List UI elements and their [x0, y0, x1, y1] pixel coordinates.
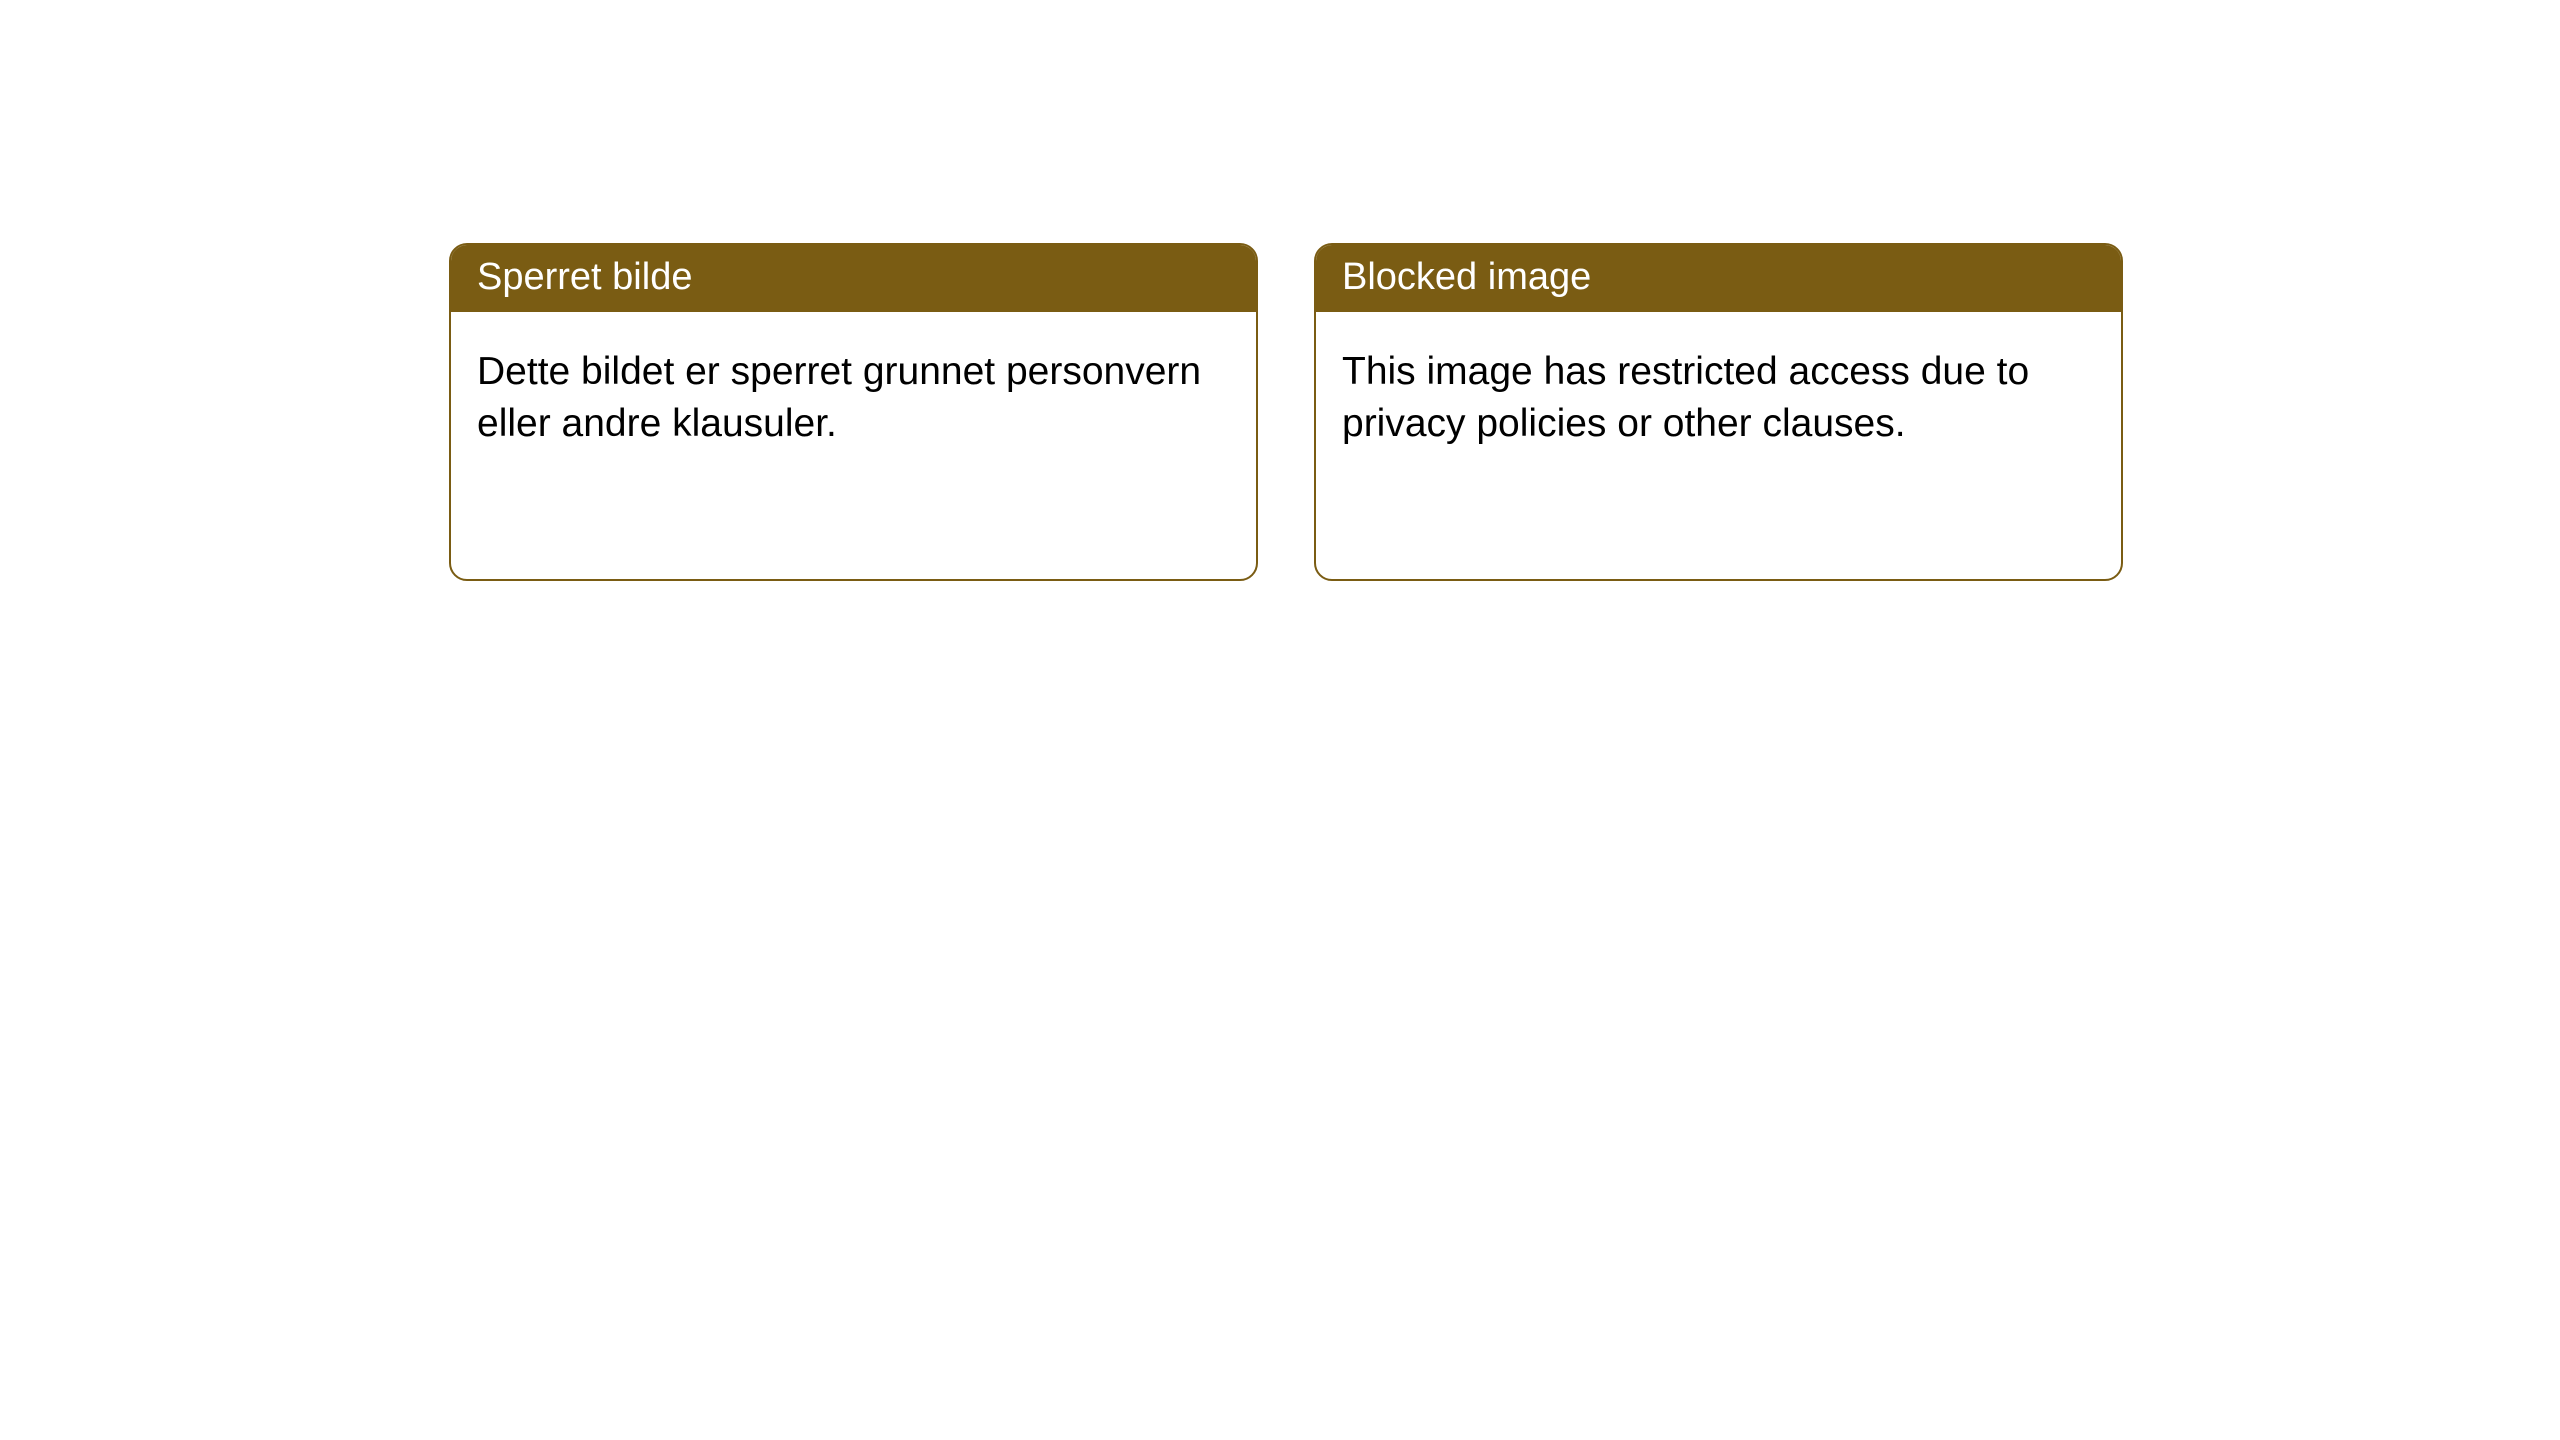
card-header: Sperret bilde	[451, 245, 1256, 312]
card-body: Dette bildet er sperret grunnet personve…	[451, 312, 1256, 476]
info-card-english: Blocked image This image has restricted …	[1314, 243, 2123, 581]
card-header: Blocked image	[1316, 245, 2121, 312]
card-body: This image has restricted access due to …	[1316, 312, 2121, 476]
info-card-norwegian: Sperret bilde Dette bildet er sperret gr…	[449, 243, 1258, 581]
info-card-container: Sperret bilde Dette bildet er sperret gr…	[449, 243, 2123, 581]
